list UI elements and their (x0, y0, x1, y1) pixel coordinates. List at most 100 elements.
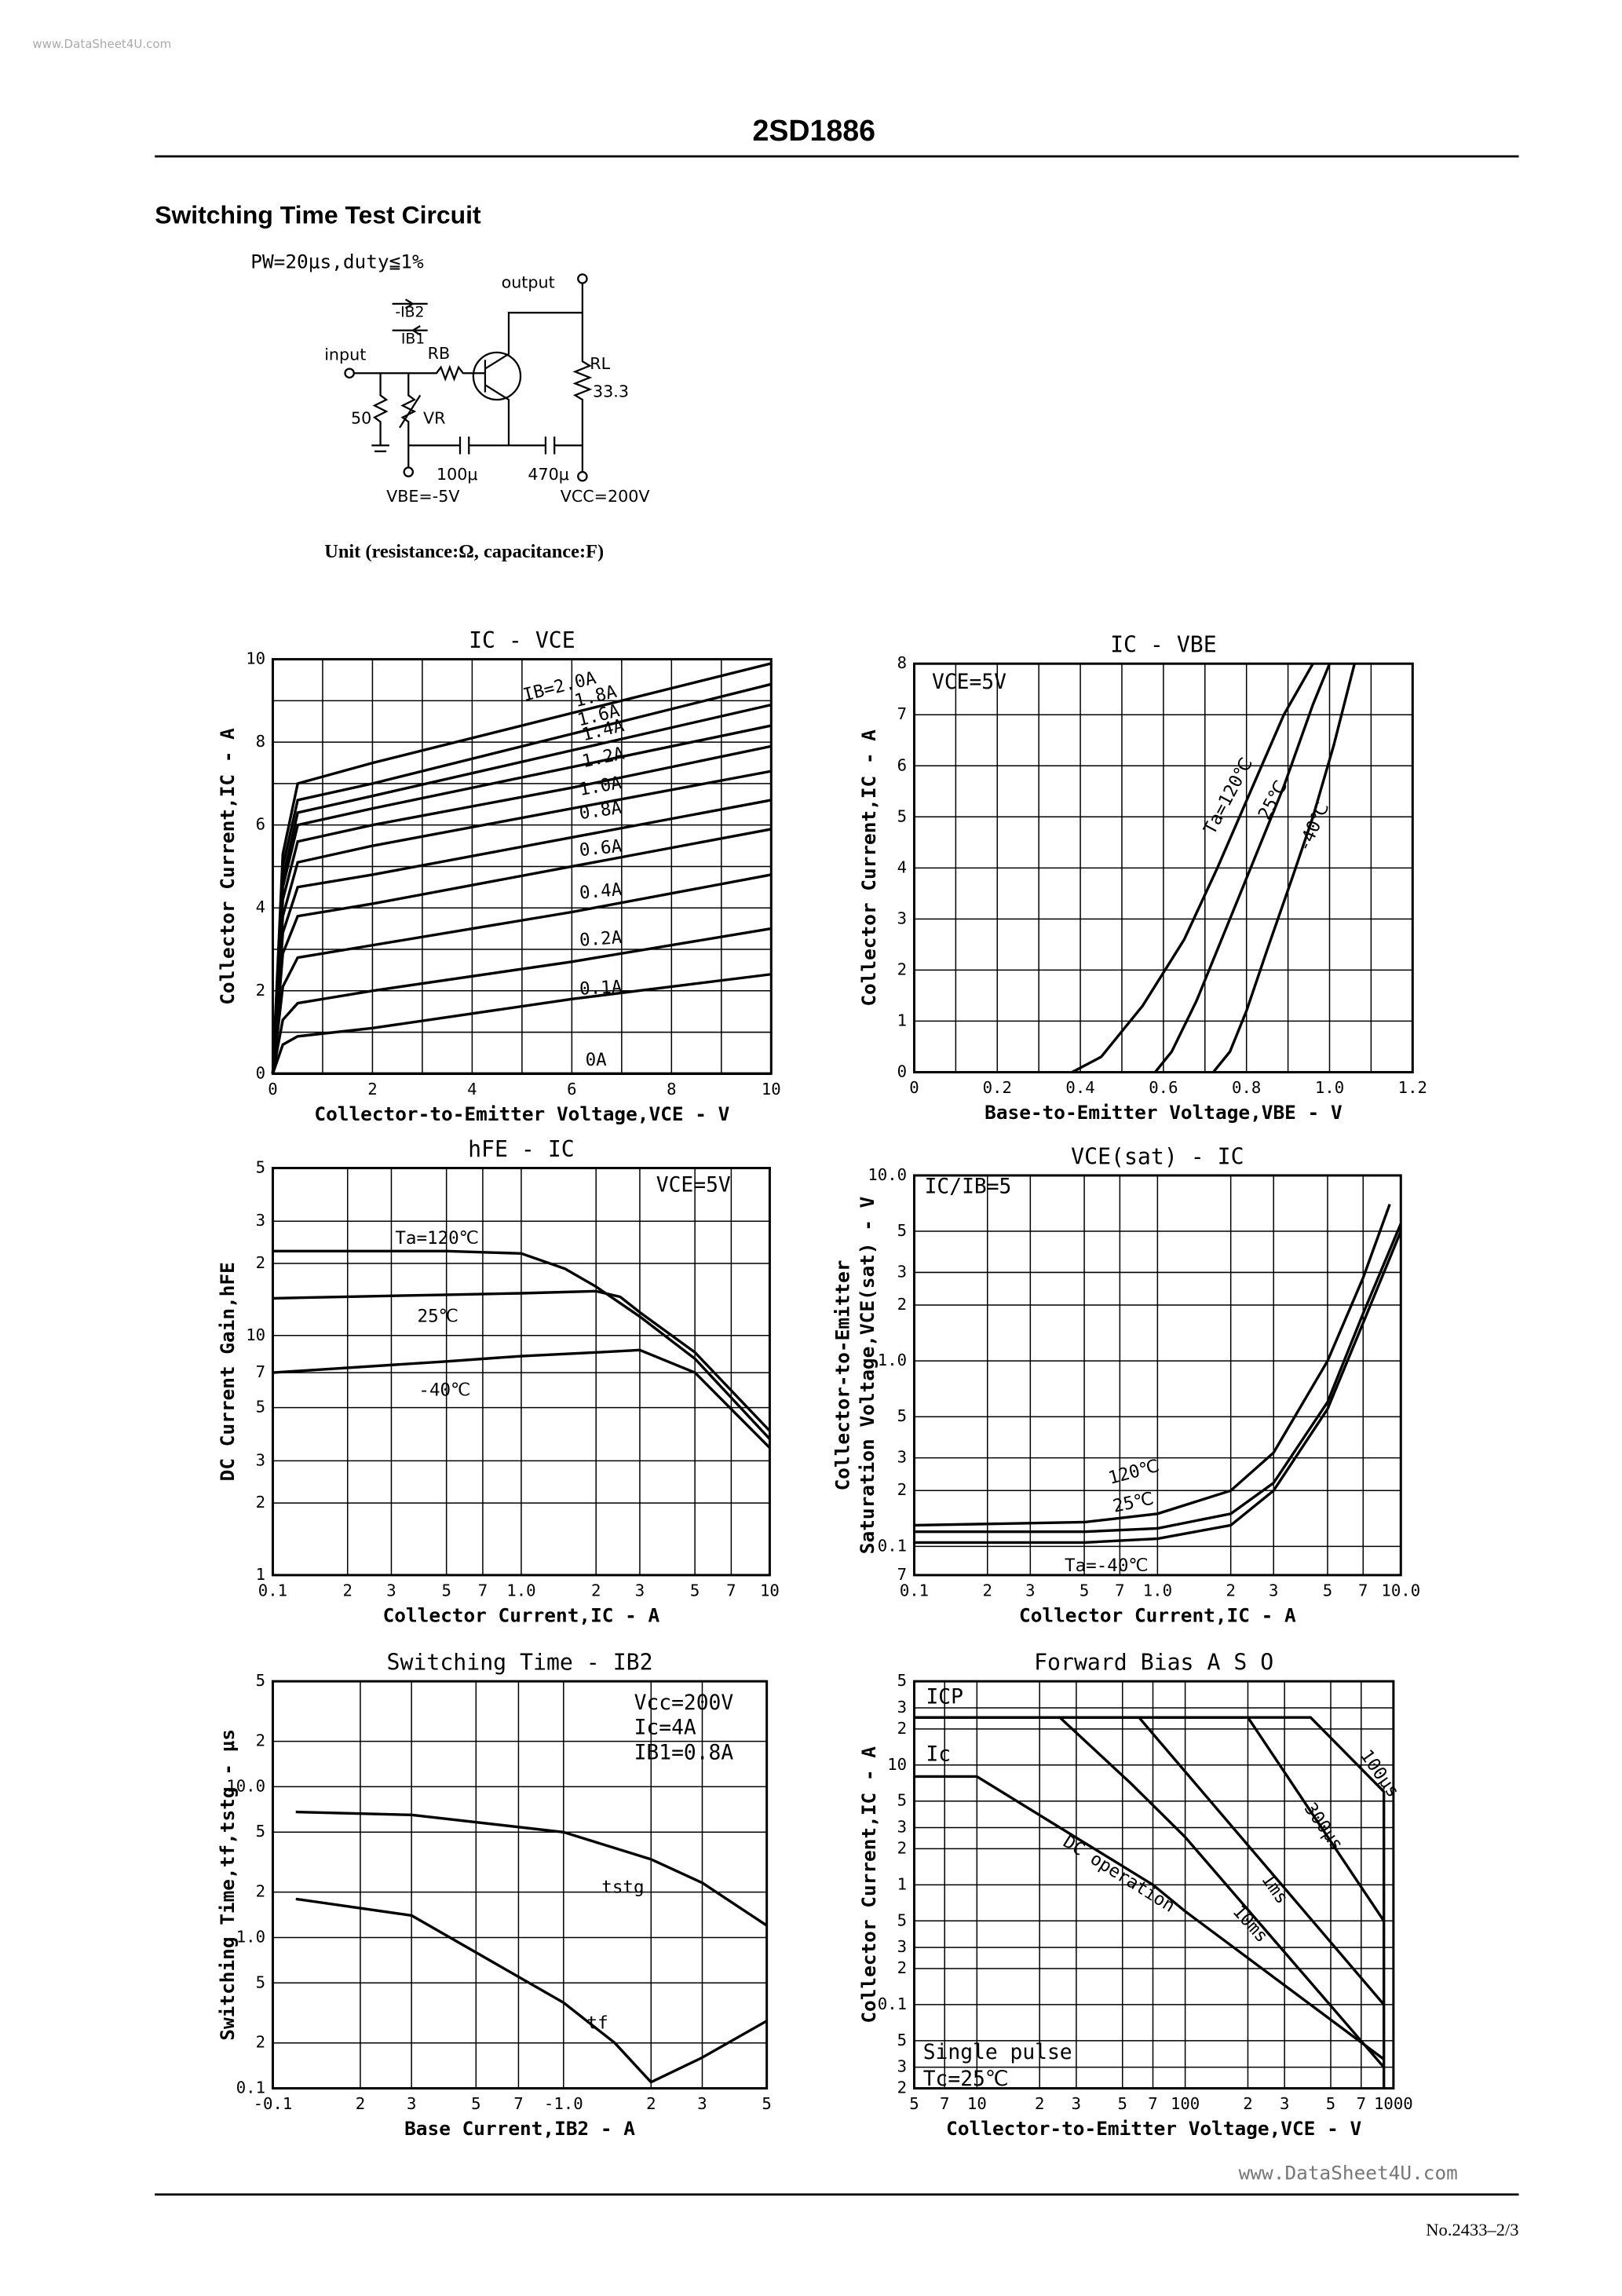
circuit-label: 470μ (528, 465, 569, 484)
annotation: Vcc=200V (634, 1691, 734, 1715)
x-tick-label: 5 (471, 2094, 480, 2113)
y-tick-label: 5 (897, 1406, 907, 1425)
x-tick-label: 3 (1269, 1581, 1278, 1600)
circuit-label: input (324, 345, 366, 364)
curve-label: 25℃ (418, 1307, 458, 1327)
chart-title: Forward Bias A S O (1034, 1650, 1273, 1676)
x-tick-label: -1.0 (544, 2094, 583, 2113)
x-tick-label: 3 (635, 1581, 645, 1600)
curve (914, 1223, 1402, 1534)
curve (271, 927, 772, 1074)
x-tick-label: 2 (1226, 1581, 1235, 1600)
watermark: www.DataSheet4U.com (32, 37, 171, 51)
y-tick-label: 3 (897, 1448, 907, 1467)
y-tick-label: 1 (897, 1011, 907, 1029)
y-tick-label: 5 (897, 2031, 907, 2049)
y-tick-label: 10 (246, 649, 265, 668)
x-tick-label: 2 (343, 1581, 353, 1600)
x-tick-label: 3 (697, 2094, 707, 2113)
x-tick-label: 0.2 (983, 1078, 1012, 1097)
y-tick-label: 2 (256, 981, 265, 1000)
y-tick-label: 5 (256, 1972, 265, 1991)
y-tick-label: 2 (897, 1480, 907, 1499)
x-tick-label: 0.4 (1065, 1078, 1094, 1097)
wire-rb (353, 364, 485, 382)
x-tick-label: 7 (1115, 1581, 1124, 1600)
y-tick-label: 3 (897, 2057, 907, 2076)
y-tick-label: 2 (256, 2033, 265, 2052)
x-axis-label: Collector-to-Emitter Voltage,VCE - V (314, 1102, 729, 1125)
transistor (472, 351, 522, 401)
y-tick-label: 4 (897, 857, 907, 876)
annotation: Ic (926, 1743, 951, 1767)
y-tick-label: 0 (256, 1063, 265, 1082)
x-axis-label: Base-to-Emitter Voltage,VBE - V (985, 1101, 1343, 1124)
wire-rl (572, 283, 593, 473)
y-tick-label: 5 (256, 1398, 265, 1417)
y-tick-label: 2 (897, 1295, 907, 1314)
y-tick-label: 2 (256, 1731, 265, 1750)
y-tick-label: 5 (897, 806, 907, 825)
transistor-leads (484, 312, 583, 446)
resistor-50 (371, 373, 389, 452)
curve (271, 799, 772, 1074)
y-tick-label: 1.0 (236, 1927, 265, 1946)
unit-note: Unit (resistance:Ω, capacitance:F) (324, 541, 604, 562)
y-tick-label: 2 (256, 1493, 265, 1512)
curve-label: Ta=120℃ (395, 1228, 479, 1249)
curve (914, 1716, 1386, 2089)
y-tick-label: 7 (256, 1362, 265, 1381)
x-tick-label: 2 (356, 2094, 365, 2113)
x-axis-label: Collector Current,IC - A (383, 1604, 660, 1627)
curve (271, 973, 772, 1074)
y-axis-label: Collector Current,IC - A (857, 1746, 880, 2024)
x-tick-label: 7 (1358, 1581, 1368, 1600)
x-tick-label: 3 (386, 1581, 396, 1600)
chart-title: hFE - IC (468, 1136, 575, 1162)
curve-label: 0A (586, 1050, 608, 1070)
y-tick-label: 7 (897, 1565, 907, 1584)
current-arrows (392, 298, 428, 336)
y-axis-label: Collector Current,IC - A (216, 728, 239, 1005)
y-tick-label: 0.1 (878, 1994, 907, 2013)
x-tick-label: 5 (1080, 1581, 1089, 1600)
curve-label: tstg (601, 1877, 644, 1898)
x-tick-label: 7 (1148, 2094, 1157, 2113)
page-number: No.2433–2/3 (1426, 2220, 1518, 2239)
circuit-label: VCC=200V (561, 487, 650, 506)
x-tick-label: 1000 (1374, 2094, 1413, 2113)
y-tick-label: 0.1 (878, 1536, 907, 1555)
annotation: ICP (926, 1685, 963, 1709)
watermark: www.DataSheet4U.com (1239, 2161, 1458, 2184)
test-circuit: PW=20μs,duty≦1% output RL 33.3 input RB … (250, 250, 649, 562)
y-tick-label: 3 (897, 1698, 907, 1717)
y-tick-label: 0 (897, 1062, 907, 1080)
circuit-label: 50 (351, 408, 371, 427)
x-tick-label: 3 (1072, 2094, 1081, 2113)
circuit-label: -IB2 (395, 305, 424, 321)
x-tick-label: 7 (940, 2094, 949, 2113)
y-tick-label: 2 (897, 960, 907, 978)
x-axis-label: Base Current,IB2 - A (404, 2117, 635, 2140)
x-tick-label: 1.0 (1143, 1581, 1172, 1600)
circuit-label: 33.3 (593, 382, 629, 401)
x-tick-label: 2 (646, 2094, 656, 2113)
y-tick-label: 3 (256, 1211, 265, 1230)
annotation: Tc=25℃ (923, 2067, 1009, 2091)
curve (1212, 663, 1356, 1073)
y-tick-label: 5 (897, 1791, 907, 1810)
curve (295, 1897, 768, 2084)
curve (272, 1348, 771, 1450)
section-title: Switching Time Test Circuit (155, 201, 481, 229)
curve-label: tf (587, 2013, 608, 2033)
y-tick-label: 5 (897, 1221, 907, 1240)
curve (914, 1203, 1391, 1527)
y-tick-label: 7 (897, 704, 907, 723)
y-tick-label: 6 (256, 815, 265, 834)
x-tick-label: 5 (1323, 1581, 1332, 1600)
circuit-label: VBE=-5V (386, 487, 459, 506)
x-axis-label: Collector-to-Emitter Voltage,VCE - V (946, 2117, 1361, 2140)
